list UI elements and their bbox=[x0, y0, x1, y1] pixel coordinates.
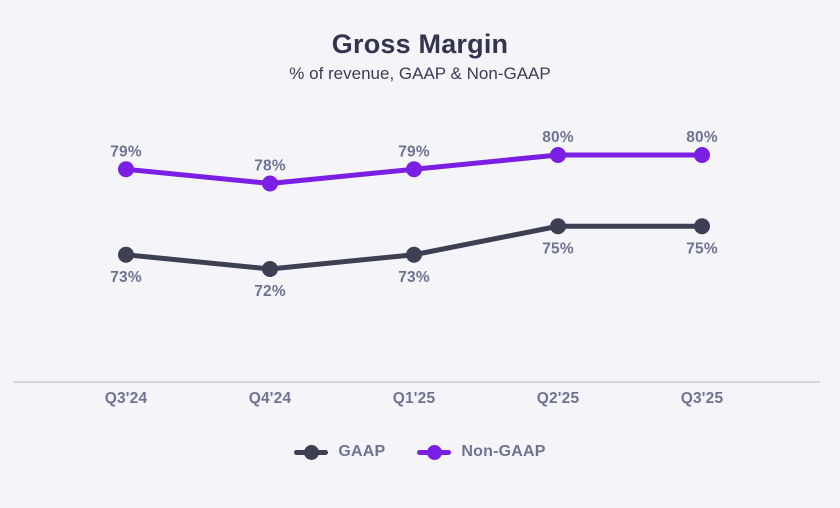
gaap-data-point bbox=[262, 261, 278, 277]
legend-label-non-gaap: Non-GAAP bbox=[461, 443, 546, 460]
non-gaap-marker-dot bbox=[426, 444, 442, 460]
gaap-data-label: 73% bbox=[398, 269, 430, 286]
gaap-data-point bbox=[118, 246, 134, 263]
legend-item-non-gaap: Non-GAAP bbox=[417, 443, 545, 461]
non-gaap-data-label: 78% bbox=[254, 158, 286, 175]
x-axis-label: Q4'24 bbox=[249, 390, 292, 407]
non-gaap-data-point bbox=[694, 147, 710, 163]
non-gaap-data-point bbox=[262, 175, 278, 192]
legend-item-gaap: GAAP bbox=[294, 443, 385, 461]
gaap-data-label: 72% bbox=[254, 283, 286, 300]
non-gaap-data-point bbox=[550, 147, 566, 163]
gaap-data-point bbox=[406, 246, 422, 263]
chart-subtitle: % of revenue, GAAP & Non-GAAP bbox=[289, 63, 551, 83]
non-gaap-data-label: 80% bbox=[542, 129, 574, 146]
chart-legend: GAAP Non-GAAP bbox=[0, 443, 840, 461]
non-gaap-data-label: 80% bbox=[686, 129, 718, 146]
legend-label-gaap: GAAP bbox=[338, 443, 386, 460]
gaap-data-point bbox=[550, 218, 566, 235]
x-axis-label: Q1'25 bbox=[393, 390, 436, 407]
chart-header: Gross Margin % of revenue, GAAP & Non-GA… bbox=[0, 29, 840, 84]
non-gaap-data-label: 79% bbox=[110, 143, 142, 160]
gaap-data-label: 75% bbox=[542, 240, 574, 257]
non-gaap-data-point bbox=[406, 161, 422, 178]
x-axis-label: Q3'25 bbox=[681, 390, 724, 407]
gaap-data-point bbox=[694, 218, 710, 235]
gaap-data-label: 75% bbox=[686, 240, 718, 257]
chart-title: Gross Margin bbox=[331, 29, 509, 59]
x-axis-label: Q2'25 bbox=[537, 390, 580, 407]
non-gaap-legend-marker-icon bbox=[417, 444, 452, 460]
x-axis-label: Q3'24 bbox=[105, 390, 148, 407]
gaap-legend-marker-icon bbox=[294, 444, 329, 460]
gaap-marker-dot bbox=[303, 444, 319, 460]
non-gaap-data-label: 79% bbox=[398, 143, 430, 160]
gaap-data-label: 73% bbox=[110, 269, 142, 286]
non-gaap-data-point bbox=[118, 161, 134, 178]
